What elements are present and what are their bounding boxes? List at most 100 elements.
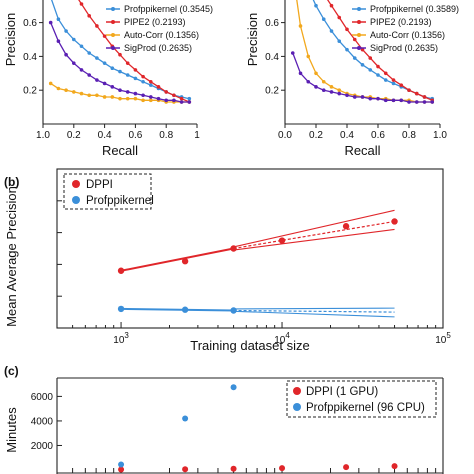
legend-marker-blue <box>111 7 115 11</box>
data-point-orange <box>306 54 311 59</box>
data-point-orange <box>321 79 326 84</box>
data-point-red <box>118 466 125 473</box>
data-point-purple <box>352 95 357 99</box>
legend-label: DPPI <box>86 179 113 191</box>
legend-marker-blue <box>357 7 361 11</box>
data-point-red <box>172 93 176 98</box>
data-point-blue <box>118 461 125 468</box>
data-point-purple <box>118 88 122 92</box>
confidence-lower-blue <box>233 310 395 318</box>
legend-marker-purple <box>357 46 361 50</box>
data-point-red <box>383 71 388 76</box>
data-point-red <box>156 85 161 89</box>
data-point-purple <box>407 100 411 104</box>
data-point-blue <box>110 66 115 71</box>
data-point-blue <box>383 78 388 82</box>
y-tick-label: 2000 <box>31 441 54 452</box>
data-point-purple <box>79 68 84 72</box>
x-axis-title: Recall <box>344 143 380 158</box>
legend-marker-blue <box>293 403 301 411</box>
data-point-red <box>343 464 350 471</box>
x-tick-label: 1 <box>194 130 200 141</box>
x-tick-label: 0.6 <box>128 130 142 141</box>
legend-label: PIPE2 (0.2193) <box>370 17 432 27</box>
extrapolation-line-blue <box>233 309 395 313</box>
data-point-blue <box>181 306 189 313</box>
data-point-orange <box>125 96 130 101</box>
y-axis-title: Minutes <box>4 407 19 453</box>
data-point-purple <box>345 93 349 98</box>
data-point-red <box>149 79 153 84</box>
tick-exponent: 5 <box>446 331 451 340</box>
legend-marker-red <box>72 180 80 188</box>
data-point-blue <box>187 96 192 101</box>
legend-marker-red <box>357 20 361 24</box>
legend-label: SigProd (0.2635) <box>124 43 192 53</box>
data-point-red <box>391 218 398 225</box>
x-axis-title: Recall <box>102 143 138 158</box>
data-point-red <box>230 245 237 252</box>
data-point-purple <box>102 81 107 86</box>
x-tick-label: 0.8 <box>159 130 173 141</box>
data-point-blue <box>314 3 318 8</box>
x-tick-label: 0.4 <box>340 130 354 141</box>
data-point-red <box>95 24 99 28</box>
data-point-red <box>179 96 184 101</box>
data-point-purple <box>172 98 176 103</box>
data-point-purple <box>430 100 435 104</box>
x-tick-label: 0.8 <box>402 130 416 141</box>
data-point-blue <box>79 44 84 49</box>
data-point-purple <box>368 96 373 101</box>
data-point-blue <box>321 17 326 22</box>
tick-exponent: 3 <box>124 331 129 340</box>
data-point-purple <box>133 91 138 96</box>
legend-label: Auto-Corr (0.1356) <box>370 30 445 40</box>
confidence-lower-red <box>233 228 395 251</box>
data-point-purple <box>125 90 130 94</box>
data-point-orange <box>329 85 334 89</box>
data-point-orange <box>149 98 153 103</box>
data-point-purple <box>391 98 396 103</box>
legend-label: Auto-Corr (0.1356) <box>124 30 199 40</box>
data-point-purple <box>298 71 303 76</box>
data-point-purple <box>399 98 404 103</box>
data-point-purple <box>56 39 61 43</box>
data-point-blue <box>360 63 365 67</box>
data-point-blue <box>102 61 107 65</box>
x-tick-label: 105 <box>435 331 451 346</box>
legend-label: Profppikernel (0.3589) <box>370 4 459 14</box>
data-point-purple <box>149 95 153 99</box>
confidence-upper-red <box>233 209 395 248</box>
data-point-purple <box>110 85 115 89</box>
data-point-blue <box>56 17 61 22</box>
data-point-blue <box>118 69 122 74</box>
data-point-blue <box>125 73 130 77</box>
data-point-orange <box>72 90 76 94</box>
extrapolation-line-red <box>233 220 395 250</box>
x-tick-label: 103 <box>113 331 129 346</box>
data-point-red <box>391 463 398 470</box>
data-point-red <box>87 14 91 18</box>
data-point-blue <box>376 73 380 77</box>
data-point-blue <box>368 68 373 72</box>
data-point-red <box>368 56 373 60</box>
data-point-blue <box>64 29 68 33</box>
data-point-blue <box>87 51 91 55</box>
data-point-blue <box>149 83 153 87</box>
data-point-red <box>337 15 342 20</box>
x-tick-label: 1.0 <box>36 130 50 141</box>
data-point-orange <box>48 81 53 86</box>
x-tick-label: 0.0 <box>278 130 292 141</box>
tick-base: 10 <box>435 335 447 346</box>
legend-marker-orange <box>357 33 361 37</box>
data-point-purple <box>164 98 168 103</box>
y-axis-title: Mean Average Precision <box>4 186 19 327</box>
y-axis-title: Precision <box>245 13 260 66</box>
data-point-orange <box>141 98 145 103</box>
legend-marker-red <box>293 387 301 395</box>
data-point-purple <box>187 100 192 104</box>
data-point-red <box>133 68 138 72</box>
y-tick-label: 0.4 <box>265 52 279 63</box>
legend-marker-purple <box>111 46 115 50</box>
